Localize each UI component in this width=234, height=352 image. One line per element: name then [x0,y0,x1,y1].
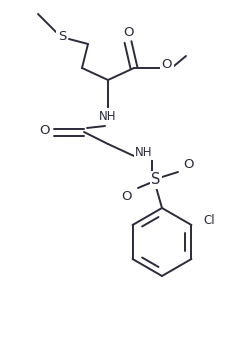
Text: Cl: Cl [204,214,215,226]
Text: O: O [121,190,131,203]
Text: O: O [162,57,172,70]
Text: O: O [39,124,49,137]
Text: NH: NH [99,109,117,122]
Text: S: S [151,172,161,188]
Text: O: O [123,25,133,38]
Text: O: O [183,158,193,171]
Text: NH: NH [135,145,153,158]
Text: S: S [58,30,66,43]
